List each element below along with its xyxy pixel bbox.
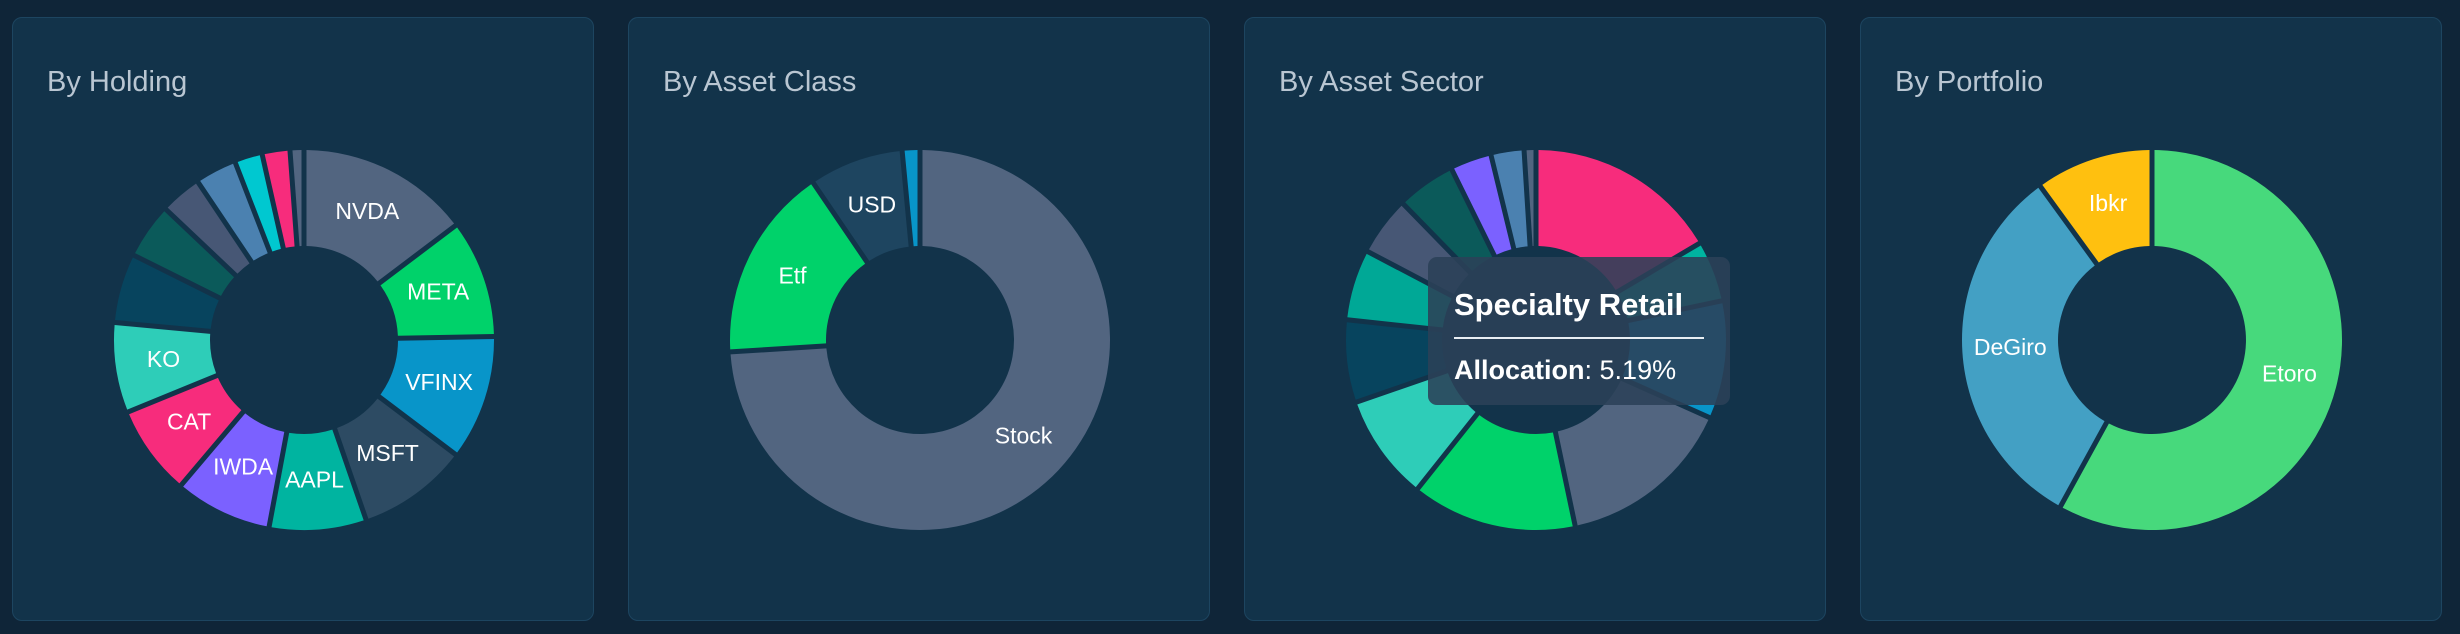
slice-label: DeGiro — [1974, 334, 2047, 360]
donut-slice[interactable] — [292, 150, 301, 246]
tooltip-divider — [1454, 337, 1704, 339]
slice-label: AAPL — [285, 467, 344, 493]
asset-class-donut-chart: Stock Etf USD — [629, 18, 1211, 622]
slice-label: Stock — [995, 422, 1053, 448]
chart-tooltip: Specialty Retail Allocation: 5.19% — [1428, 257, 1730, 405]
tooltip-row: Allocation: 5.19% — [1454, 355, 1704, 386]
asset-class-card: By Asset Class Stock Etf USD — [628, 17, 1210, 621]
slice-label: Etf — [778, 263, 807, 289]
holding-card: By Holding NVDA META VFINX MSFT AAPL IWDA CAT K… — [12, 17, 594, 621]
tooltip-value: 5.19% — [1600, 355, 1677, 385]
portfolio-card: By Portfolio Etoro DeGiro Ibkr — [1860, 17, 2442, 621]
slice-label: VFINX — [405, 369, 473, 395]
slice-label: Etoro — [2262, 360, 2317, 386]
slice-label: IWDA — [213, 453, 274, 479]
slice-label: USD — [848, 191, 897, 217]
slice-label: MSFT — [356, 440, 419, 466]
slice-label: CAT — [167, 409, 211, 435]
slice-label: KO — [147, 346, 180, 372]
slice-label: META — [407, 279, 470, 305]
tooltip-label: Allocation — [1454, 355, 1585, 385]
donut-slice[interactable] — [1527, 150, 1534, 246]
tooltip-title: Specialty Retail — [1454, 287, 1704, 323]
slice-label: Ibkr — [2089, 190, 2128, 216]
slice-label: NVDA — [335, 198, 400, 224]
portfolio-donut-chart: Etoro DeGiro Ibkr — [1861, 18, 2443, 622]
